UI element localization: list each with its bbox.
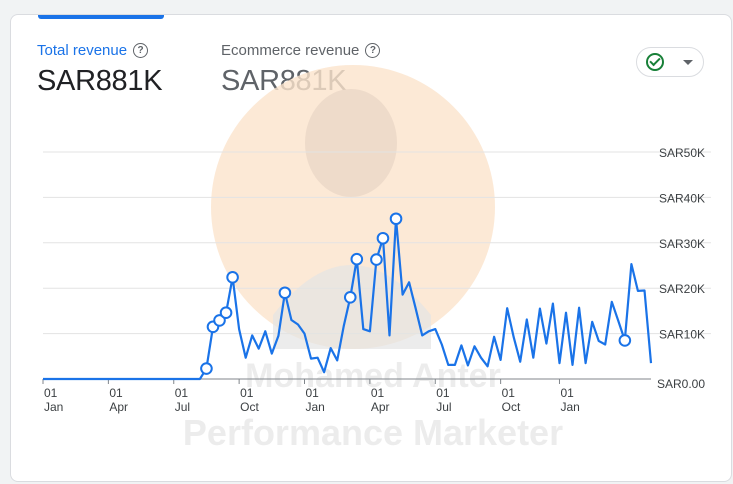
x-tick-label-day: 01 xyxy=(240,386,254,400)
data-point[interactable] xyxy=(370,253,383,266)
help-icon[interactable]: ? xyxy=(133,43,149,58)
x-tick-label-month: Oct xyxy=(502,400,521,414)
data-point[interactable] xyxy=(278,286,292,300)
x-tick-label-day: 01 xyxy=(502,386,516,400)
metric-total-revenue[interactable]: Total revenue ? SAR881K xyxy=(37,42,163,98)
series-line-total-revenue xyxy=(43,217,653,381)
data-point[interactable] xyxy=(618,334,632,347)
data-point[interactable] xyxy=(376,231,390,245)
x-tick-label-day: 01 xyxy=(371,386,385,400)
caret-down-icon xyxy=(683,59,693,65)
help-icon[interactable]: ? xyxy=(365,43,381,58)
status-dropdown[interactable] xyxy=(636,47,704,77)
y-tick-label: SAR10K xyxy=(659,328,705,342)
x-tick-label-month: Jul xyxy=(436,400,451,414)
revenue-line-chart: Mohamed Anter Performance Marketer 01Jan… xyxy=(42,65,711,453)
y-tick-label: SAR40K xyxy=(659,191,705,205)
data-point[interactable] xyxy=(389,212,403,226)
x-tick-label-month: Oct xyxy=(240,400,259,414)
metric-label: Total revenue xyxy=(37,42,128,59)
y-tick-label: SAR50K xyxy=(659,146,705,160)
data-point[interactable] xyxy=(213,314,226,327)
x-tick-label-month: Jan xyxy=(44,400,63,414)
x-tick-label-month: Apr xyxy=(109,400,128,414)
check-circle-icon xyxy=(646,53,664,71)
x-tick-label-month: Apr xyxy=(371,400,390,414)
data-point[interactable] xyxy=(200,362,213,375)
watermark-title: Performance Marketer xyxy=(183,412,563,453)
watermark-photo-circle xyxy=(211,65,495,349)
x-tick-label-month: Jan xyxy=(306,400,325,414)
x-tick-label-day: 01 xyxy=(44,386,58,400)
revenue-card: Total revenue ? SAR881K Ecommerce revenu… xyxy=(10,14,732,482)
data-point[interactable] xyxy=(343,290,357,304)
data-point[interactable] xyxy=(226,271,239,284)
x-tick-label-month: Jul xyxy=(175,400,190,414)
x-tick-label-day: 01 xyxy=(306,386,320,400)
y-tick-label: SAR30K xyxy=(659,237,705,251)
watermark-body-shape xyxy=(273,265,431,349)
metric-value: SAR881K xyxy=(37,65,163,97)
watermark-face-shape xyxy=(305,89,397,197)
x-tick-label-day: 01 xyxy=(436,386,450,400)
data-point[interactable] xyxy=(350,252,364,266)
x-tick-label-day: 01 xyxy=(109,386,123,400)
x-tick-label-month: Jan xyxy=(560,400,579,414)
x-tick-label-day: 01 xyxy=(560,386,574,400)
active-tab-indicator xyxy=(38,15,164,19)
data-point[interactable] xyxy=(219,306,233,320)
y-tick-label: SAR0.00 xyxy=(657,377,705,391)
y-tick-label: SAR20K xyxy=(659,282,705,296)
x-tick-label-day: 01 xyxy=(175,386,189,400)
metric-label: Ecommerce revenue xyxy=(221,42,360,59)
